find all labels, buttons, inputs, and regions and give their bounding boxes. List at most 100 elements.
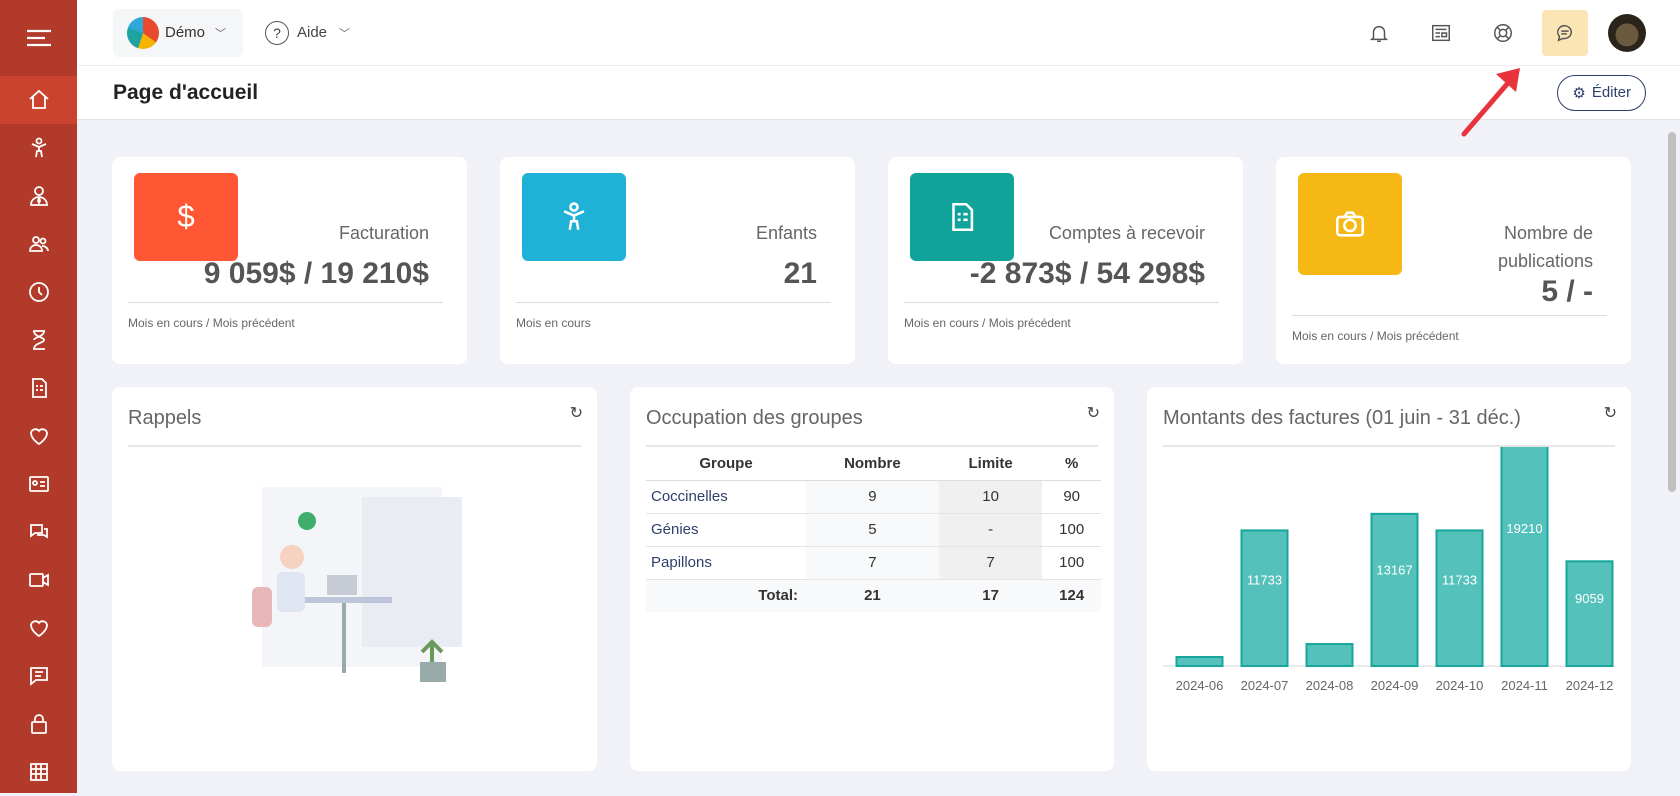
stat-card: Nombre de publications 5 / - Mois en cou… — [1276, 157, 1631, 364]
help-label: Aide — [297, 24, 328, 41]
count-cell: 7 — [806, 546, 939, 580]
bar-2024-11[interactable] — [1500, 447, 1549, 667]
percent-cell: 100 — [1042, 546, 1101, 580]
scrollbar[interactable] — [1668, 132, 1676, 492]
edit-button[interactable]: ⚙ Éditer — [1557, 74, 1646, 111]
svg-text:$: $ — [177, 200, 194, 234]
stat-subtitle: Mois en cours / Mois précédent — [128, 316, 295, 330]
messages-button[interactable] — [1542, 9, 1588, 56]
stat-value: -2 873$ / 54 298$ — [969, 257, 1205, 290]
news-button[interactable] — [1418, 10, 1464, 56]
stat-subtitle: Mois en cours / Mois précédent — [1292, 329, 1459, 343]
chart-title: Montants des factures (01 juin - 31 déc.… — [1163, 407, 1521, 429]
page-title: Page d'accueil — [113, 80, 259, 104]
child-icon — [31, 137, 46, 158]
sidebar-item-user-tie[interactable] — [0, 172, 77, 220]
reminders-panel: Rappels ↻ — [112, 387, 597, 771]
limit-cell: - — [938, 513, 1043, 547]
help-menu[interactable]: ? Aide ﹀ — [265, 20, 351, 45]
sidebar-item-clock[interactable] — [0, 268, 77, 316]
table-row: Génies 5-100 — [646, 513, 1101, 547]
org-logo — [127, 16, 159, 49]
group-name[interactable]: Coccinelles — [646, 480, 806, 514]
sidebar-item-child[interactable] — [0, 124, 77, 172]
sidebar-item-video[interactable] — [0, 556, 77, 604]
hamburger-icon — [26, 29, 51, 47]
edit-label: Éditer — [1591, 84, 1631, 101]
refresh-icon[interactable]: ↻ — [1603, 405, 1617, 422]
percent-cell: 90 — [1042, 480, 1101, 514]
stat-label: Enfants — [755, 223, 817, 243]
notifications-button[interactable] — [1356, 10, 1402, 56]
child-icon — [522, 173, 626, 261]
heart-icon — [29, 428, 48, 446]
stat-card: $ Facturation 9 059$ / 19 210$ Mois en c… — [112, 157, 467, 364]
stat-card: Comptes à recevoir -2 873$ / 54 298$ Moi… — [888, 157, 1243, 364]
bar-2024-09[interactable] — [1370, 512, 1419, 667]
sidebar-item-lock[interactable] — [0, 700, 77, 748]
x-tick-label: 2024-08 — [1306, 678, 1354, 693]
table-row: Papillons 7 7 100 — [646, 546, 1101, 580]
users-icon — [28, 236, 49, 252]
grid-icon — [29, 763, 48, 781]
column-header: Groupe — [646, 447, 806, 481]
menu-toggle[interactable] — [0, 0, 77, 76]
bar-2024-07[interactable] — [1240, 529, 1289, 667]
bar-2024-12[interactable] — [1565, 560, 1614, 667]
stat-subtitle: Mois en cours / Mois précédent — [904, 316, 1071, 330]
invoice-icon — [910, 173, 1014, 261]
x-tick-label: 2024-12 — [1566, 678, 1614, 693]
sidebar-item-home[interactable] — [0, 76, 77, 124]
chevron-down-icon: ﹀ — [215, 27, 227, 40]
gear-icon: ⚙ — [1572, 84, 1586, 102]
video-icon — [28, 573, 49, 587]
chevron-down-icon: ﹀ — [339, 27, 351, 40]
stat-value: 5 / - — [1541, 275, 1593, 308]
stat-card: Enfants 21 Mois en cours — [500, 157, 855, 364]
sidebar-item-chat[interactable] — [0, 508, 77, 556]
x-tick-label: 2024-11 — [1501, 678, 1548, 693]
stat-value: 21 — [783, 257, 817, 290]
id-card-icon — [28, 476, 49, 492]
bar-2024-08[interactable] — [1305, 643, 1354, 667]
limit-cell: 7 — [938, 546, 1043, 580]
limit-cell: 10 — [938, 480, 1043, 514]
sidebar-item-users[interactable] — [0, 220, 77, 268]
stat-label: Comptes à recevoir — [1048, 223, 1205, 243]
home-icon — [28, 89, 49, 109]
column-header: Limite — [938, 447, 1043, 481]
sidebar-item-grid[interactable] — [0, 748, 77, 796]
group-name[interactable]: Papillons — [646, 546, 806, 580]
sidebar-item-id-card[interactable] — [0, 460, 77, 508]
count-cell: 5 — [806, 513, 939, 547]
sidebar-item-invoice[interactable] — [0, 364, 77, 412]
stat-label: Nombre de publications — [1497, 223, 1593, 271]
refresh-icon[interactable]: ↻ — [1086, 405, 1100, 422]
message-icon — [29, 667, 48, 686]
bar-2024-10[interactable] — [1435, 529, 1484, 667]
hourglass-icon — [32, 330, 45, 350]
bar-2024-06[interactable] — [1175, 655, 1224, 668]
chat-icon — [29, 524, 48, 539]
org-name: Démo — [165, 24, 206, 41]
sidebar-item-hourglass[interactable] — [0, 316, 77, 364]
sidebar-item-message[interactable] — [0, 652, 77, 700]
group-name[interactable]: Génies — [646, 513, 806, 547]
bar-value-label: 13167 — [1376, 563, 1412, 578]
user-avatar[interactable] — [1608, 13, 1646, 52]
total-cell: Total: — [646, 579, 806, 612]
total-cell: 17 — [938, 579, 1043, 612]
camera-icon — [1298, 173, 1402, 275]
sidebar-item-heart[interactable] — [0, 412, 77, 460]
column-header: Nombre — [806, 447, 939, 481]
sidebar-item-heart[interactable] — [0, 604, 77, 652]
lock-icon — [30, 714, 47, 734]
total-row: Total: 21 17 124 — [646, 579, 1101, 612]
refresh-icon[interactable]: ↻ — [569, 405, 583, 422]
newspaper-icon — [1432, 24, 1450, 41]
bell-icon — [1369, 25, 1389, 42]
dollar-icon: $ — [134, 173, 238, 261]
support-button[interactable] — [1480, 10, 1526, 56]
groups-table: Groupe Nombre Limite % Coccinelles 9 10 90 G… — [646, 447, 1101, 612]
org-switcher[interactable]: Démo ﹀ — [113, 8, 243, 57]
